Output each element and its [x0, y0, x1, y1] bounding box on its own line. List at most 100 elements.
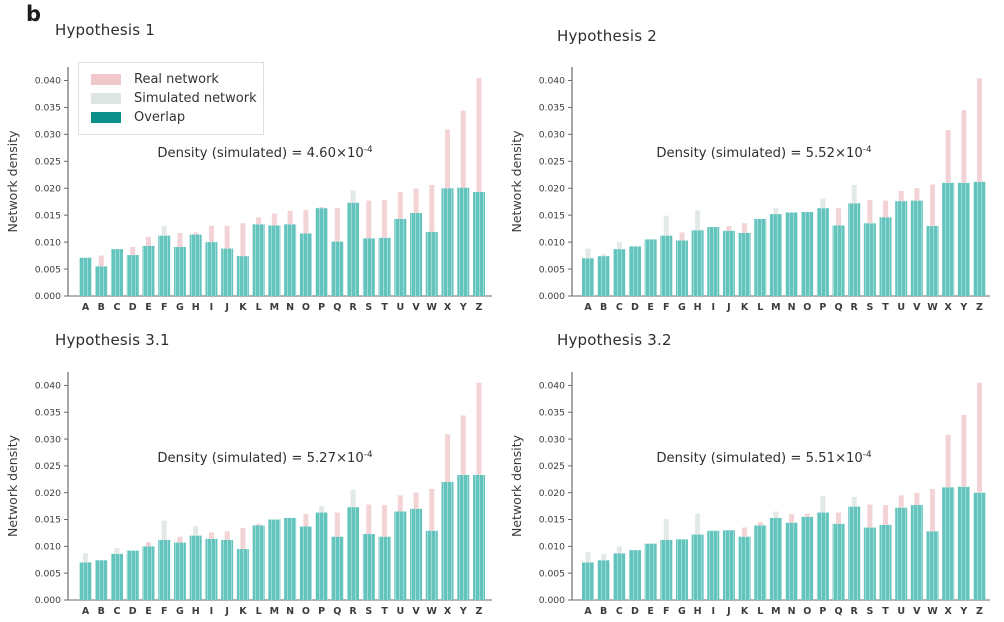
x-tick-label-R: R — [851, 302, 859, 313]
x-tick-label-W: W — [427, 606, 438, 617]
x-tick-label-V: V — [412, 606, 420, 617]
x-tick-label-Z: Z — [976, 302, 983, 313]
x-tick-label-G: G — [176, 606, 184, 617]
bar-overlap-D — [628, 246, 641, 296]
chart-title-hypothesis-2: Hypothesis 2 — [557, 27, 657, 45]
bar-overlap-R — [848, 203, 861, 296]
x-tick-label-R: R — [349, 302, 357, 313]
x-tick-label-O: O — [803, 302, 811, 313]
x-tick-label-A: A — [82, 606, 90, 617]
x-tick-label-P: P — [318, 606, 325, 617]
bar-real-Q — [334, 512, 340, 537]
y-tick-label: 0.035 — [539, 407, 565, 418]
bar-real-U — [397, 192, 403, 219]
bar-real-T — [382, 200, 388, 238]
bar-overlap-G — [675, 240, 688, 296]
bar-overlap-M — [769, 214, 782, 296]
bar-overlap-P — [315, 512, 328, 600]
y-tick-label: 0.035 — [35, 103, 61, 114]
x-tick-label-F: F — [161, 606, 168, 617]
bar-real-Z — [977, 382, 982, 493]
bar-overlap-V — [910, 505, 923, 600]
bar-real-Z — [476, 77, 482, 193]
bar-real-X — [945, 434, 951, 488]
bar-real-W — [930, 184, 936, 226]
y-tick-label: 0.000 — [35, 291, 61, 302]
x-tick-label-D: D — [129, 302, 137, 313]
y-tick-label: 0.000 — [539, 291, 565, 302]
y-tick-label: 0.010 — [35, 237, 61, 248]
bar-real-I — [208, 532, 214, 539]
y-tick-label: 0.015 — [35, 515, 61, 526]
x-tick-label-X: X — [945, 606, 953, 617]
bar-real-U — [898, 190, 904, 202]
bar-overlap-A — [79, 562, 92, 600]
bar-real-E — [145, 542, 151, 547]
bar-overlap-U — [895, 201, 908, 296]
y-tick-label: 0.025 — [35, 461, 61, 472]
bar-simulated-R — [851, 185, 857, 204]
x-tick-label-H: H — [192, 606, 200, 617]
bar-overlap-Z — [473, 192, 485, 296]
bar-real-P — [319, 207, 325, 209]
bar-overlap-L — [754, 525, 767, 600]
y-tick-label: 0.040 — [539, 76, 565, 87]
bar-overlap-A — [582, 258, 594, 296]
bar-overlap-D — [628, 550, 641, 600]
y-tick-label: 0.040 — [35, 381, 61, 392]
y-tick-label: 0.010 — [539, 237, 565, 248]
bar-real-Y — [961, 414, 967, 487]
bar-simulated-F — [663, 518, 669, 540]
bar-overlap-Y — [957, 486, 970, 600]
y-tick-label: 0.005 — [35, 264, 61, 275]
bar-overlap-Y — [457, 187, 470, 296]
bar-overlap-S — [362, 238, 375, 296]
bar-overlap-F — [660, 539, 673, 600]
bar-overlap-W — [425, 530, 438, 600]
bar-real-M — [271, 213, 277, 226]
bar-overlap-V — [910, 200, 923, 296]
bar-overlap-W — [926, 225, 939, 296]
bar-overlap-Q — [832, 523, 845, 600]
bar-real-V — [413, 188, 419, 214]
bar-real-Z — [977, 78, 982, 182]
bar-real-Z — [476, 382, 482, 476]
bar-overlap-J — [221, 248, 234, 296]
bar-overlap-X — [441, 188, 454, 296]
bar-overlap-J — [722, 230, 735, 296]
x-tick-label-M: M — [270, 302, 279, 313]
density-annotation: Density (simulated) = 5.27×10-4 — [157, 450, 373, 466]
x-tick-label-P: P — [819, 606, 826, 617]
x-tick-label-G: G — [176, 302, 184, 313]
bar-overlap-M — [268, 225, 281, 296]
bar-real-L — [256, 523, 262, 526]
bar-real-G — [177, 536, 183, 543]
bars — [79, 382, 485, 600]
bar-overlap-M — [268, 519, 281, 600]
bar-overlap-Q — [331, 536, 344, 600]
y-tick-label: 0.030 — [35, 434, 61, 445]
x-tick-label-C: C — [113, 302, 120, 313]
bar-overlap-K — [236, 256, 249, 296]
x-tick-label-Q: Q — [835, 606, 843, 617]
x-tick-label-E: E — [647, 606, 654, 617]
bar-overlap-H — [189, 535, 202, 600]
x-tick-label-B: B — [98, 606, 105, 617]
x-tick-label-K: K — [741, 302, 749, 313]
x-tick-label-B: B — [98, 302, 105, 313]
bar-overlap-J — [221, 539, 234, 600]
bar-overlap-O — [299, 233, 312, 296]
bar-real-N — [789, 514, 795, 523]
bar-overlap-P — [816, 208, 829, 296]
x-tick-label-M: M — [771, 606, 780, 617]
bar-real-X — [445, 434, 451, 482]
x-tick-label-U: U — [897, 606, 905, 617]
x-tick-label-H: H — [192, 302, 200, 313]
bar-real-Q — [334, 208, 340, 242]
bar-overlap-P — [315, 208, 328, 296]
bar-overlap-H — [691, 230, 704, 296]
bar-overlap-T — [879, 524, 892, 600]
x-tick-label-T: T — [882, 302, 889, 313]
y-tick-label: 0.020 — [539, 488, 565, 499]
bar-real-L — [256, 217, 262, 225]
